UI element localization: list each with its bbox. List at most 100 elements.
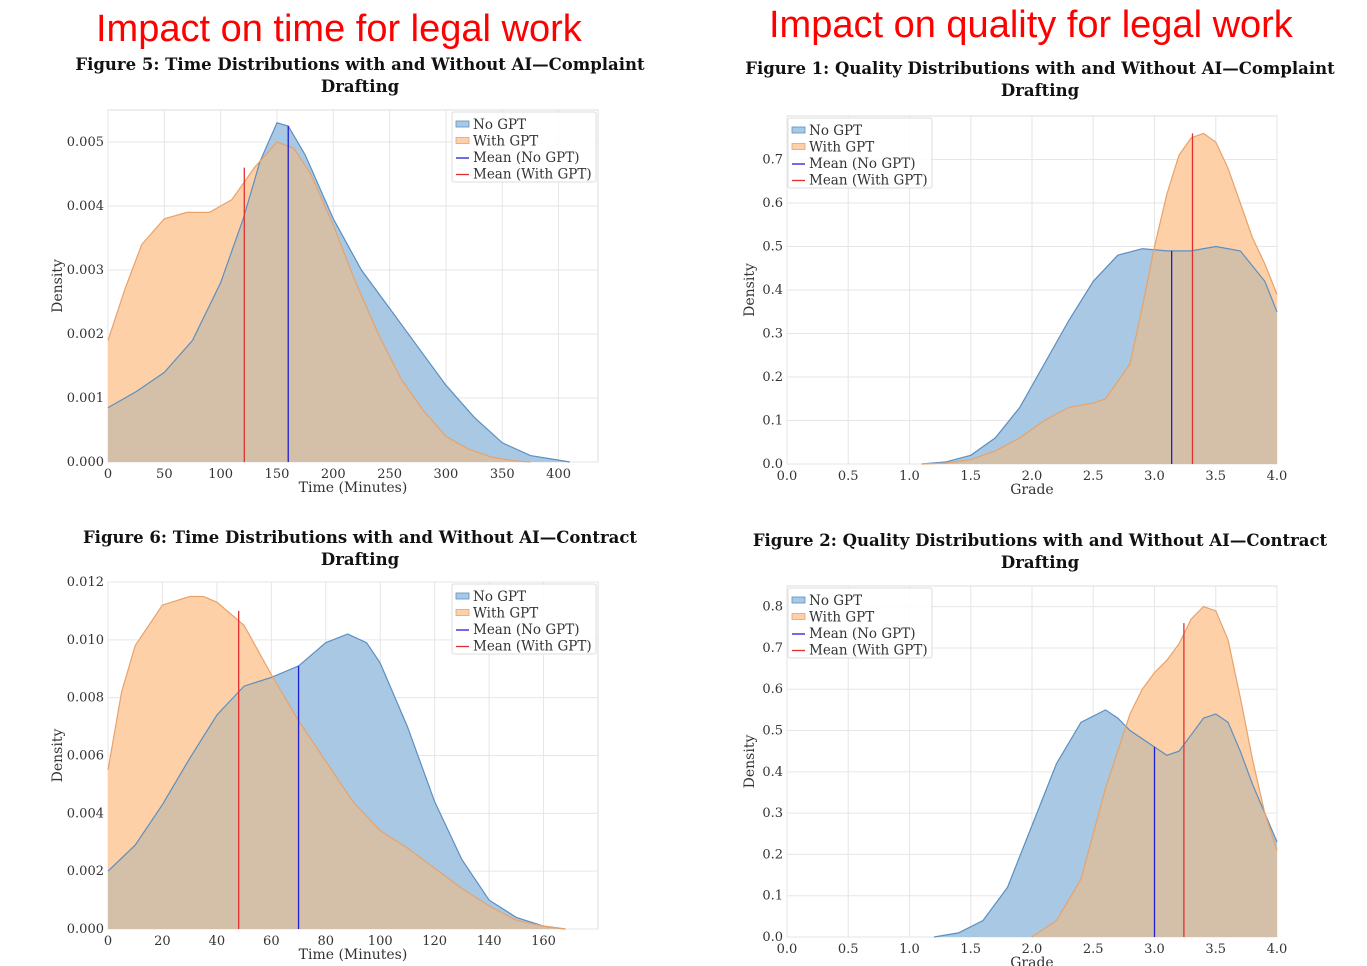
y-tick-label: 0.002: [67, 327, 104, 342]
y-tick-label: 0.7: [762, 153, 783, 168]
x-tick-label: 250: [377, 467, 402, 482]
x-tick-label: 300: [434, 467, 459, 482]
x-tick-label: 1.0: [899, 942, 920, 957]
x-tick-label: 1.5: [960, 942, 981, 957]
x-tick-label: 2.5: [1083, 469, 1104, 484]
legend-label: With GPT: [809, 610, 874, 626]
figure1-title: Figure 1: Quality Distributions with and…: [720, 58, 1360, 102]
with-gpt-density-line: [921, 132, 1278, 465]
y-tick-label: 0.1: [762, 889, 783, 904]
y-tick-label: 0.2: [762, 847, 783, 862]
figure6-title: Figure 6: Time Distributions with and Wi…: [40, 527, 680, 571]
x-tick-label: 2.5: [1083, 942, 1104, 957]
y-axis-label: Density: [50, 259, 66, 313]
y-tick-label: 0.000: [67, 455, 104, 470]
y-tick-label: 0.008: [67, 691, 104, 706]
x-tick-label: 50: [156, 467, 173, 482]
y-tick-label: 0.002: [67, 864, 104, 879]
x-tick-label: 40: [209, 934, 226, 949]
legend-swatch: [791, 596, 806, 604]
x-tick-label: 1.5: [960, 469, 981, 484]
y-tick-label: 0.4: [762, 283, 783, 298]
x-tick-label: 3.0: [1144, 469, 1165, 484]
legend-label: Mean (With GPT): [473, 639, 592, 655]
x-tick-label: 140: [477, 934, 502, 949]
y-tick-label: 0.000: [67, 922, 104, 937]
x-tick-label: 150: [265, 467, 290, 482]
legend-label: No GPT: [473, 589, 526, 605]
x-tick-label: 100: [208, 467, 233, 482]
x-tick-label: 4.0: [1267, 942, 1288, 957]
overlap-density-area: [921, 246, 1277, 464]
y-tick-label: 0.003: [67, 263, 104, 278]
y-axis-label: Density: [742, 263, 758, 317]
y-tick-label: 0.0: [762, 457, 783, 472]
y-tick-label: 0.6: [762, 196, 783, 211]
figure2-title: Figure 2: Quality Distributions with and…: [720, 530, 1360, 574]
x-tick-label: 0.0: [777, 942, 798, 957]
y-tick-label: 0.0: [762, 930, 783, 945]
y-tick-label: 0.005: [67, 135, 104, 150]
legend-box: [451, 111, 597, 183]
no-gpt-density-line: [933, 709, 1278, 938]
legend-label: Mean (No GPT): [473, 622, 579, 638]
x-tick-label: 3.5: [1205, 942, 1226, 957]
legend-label: With GPT: [473, 134, 538, 150]
y-tick-label: 0.3: [762, 327, 783, 342]
y-tick-label: 0.6: [762, 682, 783, 697]
y-tick-label: 0.001: [67, 391, 104, 406]
figure2-quality-contract-chart: 0.0 0.5 1.0 1.5 2.0 2.5 3.0 3.5 4.0 0.0 0.1 0.2 0.3 0…: [742, 585, 1288, 966]
figure6-title-line1: Figure 6: Time Distributions with and Wi…: [82, 528, 638, 547]
x-tick-label: 350: [490, 467, 515, 482]
x-tick-label: 0: [104, 467, 112, 482]
x-tick-label: 1.0: [899, 469, 920, 484]
y-axis-label: Density: [50, 729, 66, 783]
y-tick-label: 0.2: [762, 370, 783, 385]
y-tick-label: 0.8: [762, 600, 783, 615]
x-axis-label: Grade: [1010, 955, 1053, 966]
figure2-title-line2: Drafting: [1000, 553, 1080, 572]
x-tick-label: 0.5: [838, 942, 859, 957]
legend-box: [787, 117, 933, 189]
legend-label: With GPT: [809, 140, 874, 156]
legend-box: [451, 583, 597, 655]
legend-label: No GPT: [809, 123, 862, 139]
legend-label: Mean (No GPT): [473, 150, 579, 166]
x-tick-label: 200: [321, 467, 346, 482]
legend-label: Mean (No GPT): [809, 156, 915, 172]
with-gpt-density-line: [107, 141, 531, 463]
figure5-title: Figure 5: Time Distributions with and Wi…: [40, 54, 680, 98]
no-gpt-density-line: [107, 633, 566, 930]
x-tick-label: 20: [154, 934, 171, 949]
x-axis-label: Time (Minutes): [299, 480, 408, 496]
legend-box: [787, 587, 933, 659]
figure1-title-line2: Drafting: [1000, 81, 1080, 100]
x-tick-label: 3.5: [1205, 469, 1226, 484]
x-tick-label: 100: [368, 934, 393, 949]
legend-label: Mean (With GPT): [809, 643, 928, 659]
no-gpt-density-line: [107, 122, 570, 463]
x-tick-label: 3.0: [1144, 942, 1165, 957]
y-tick-label: 0.004: [67, 806, 104, 821]
y-axis-label: Density: [742, 735, 758, 789]
no-gpt-density-line: [921, 245, 1278, 465]
x-tick-label: 160: [531, 934, 556, 949]
y-tick-label: 0.3: [762, 806, 783, 821]
x-tick-label: 400: [546, 467, 571, 482]
y-tick-label: 0.5: [762, 240, 783, 255]
figure2-title-line1: Figure 2: Quality Distributions with and…: [752, 531, 1328, 550]
legend-swatch: [455, 592, 470, 600]
legend-label: Mean (With GPT): [809, 173, 928, 189]
legend-swatch: [455, 609, 470, 616]
y-tick-label: 0.5: [762, 724, 783, 739]
legend-label: With GPT: [473, 606, 538, 622]
y-tick-label: 0.004: [67, 199, 104, 214]
heading-time-impact: Impact on time for legal work: [96, 8, 582, 50]
y-tick-label: 0.1: [762, 414, 783, 429]
x-tick-label: 80: [318, 934, 335, 949]
figure5-title-line1: Figure 5: Time Distributions with and Wi…: [75, 55, 645, 74]
figure6-title-line2: Drafting: [320, 550, 400, 569]
heading-quality-impact: Impact on quality for legal work: [769, 4, 1293, 46]
figure6-time-contract-chart: 0 20 40 60 80 100 120 140 160 0.000 0.002 0.004 0.00…: [50, 575, 599, 963]
figure5-time-complaint-chart: 0 50 100 150 200 250 300 350 400 0.000 0.001 0.002 0…: [50, 109, 599, 496]
